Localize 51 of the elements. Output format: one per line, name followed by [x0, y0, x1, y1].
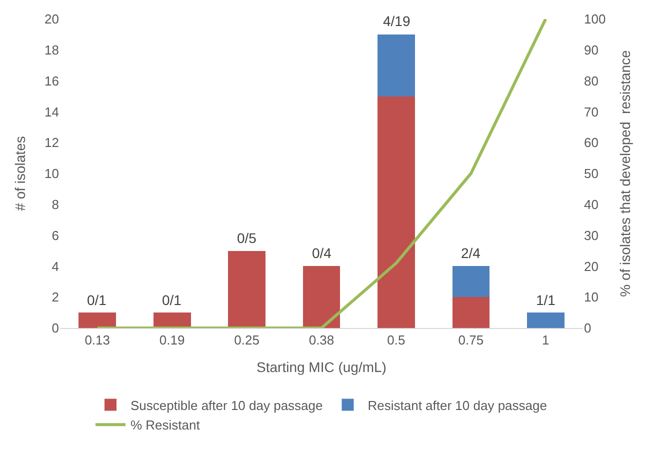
y2-tick-label: 100	[584, 12, 606, 27]
y2-tick-label: 10	[584, 290, 598, 305]
bar	[452, 297, 490, 328]
annotation: 0/1	[162, 292, 182, 308]
y-tick-label: 4	[52, 258, 59, 274]
bar	[78, 312, 116, 328]
x-tick-label: 0.75	[458, 332, 484, 348]
annotation: 0/5	[237, 230, 257, 246]
annotation: 0/4	[312, 245, 332, 261]
legend-label: Susceptible after 10 day passage	[130, 398, 323, 413]
bar	[378, 96, 415, 328]
y2-tick-label: 0	[584, 320, 592, 336]
legend-label: % Resistant	[130, 418, 200, 433]
y-tick-label: 16	[44, 73, 59, 88]
y-tick-label: 8	[52, 196, 59, 212]
y-tick-label: 20	[44, 12, 59, 27]
x-tick-label: 0.13	[84, 332, 110, 348]
y-tick-label: 12	[44, 135, 59, 150]
bar	[228, 250, 266, 328]
y2-tick-label: 30	[584, 228, 598, 243]
y-tick-label: 18	[44, 42, 59, 58]
y2-axis-title: % of isolates that developed resistance	[617, 50, 634, 297]
y-tick-label: 2	[52, 290, 59, 305]
bar	[153, 312, 191, 328]
y2-tick-label: 50	[584, 166, 598, 182]
y-axis-title: # of isolates	[12, 136, 28, 211]
annotation: 2/4	[461, 245, 481, 261]
y-tick-label: 14	[44, 104, 59, 120]
legend-label: Resistant after 10 day passage	[368, 398, 547, 413]
annotation: 4/19	[383, 13, 410, 29]
x-tick-label: 0.38	[308, 332, 334, 348]
annotation: 0/1	[87, 292, 107, 308]
bar	[526, 312, 564, 328]
bar	[302, 266, 340, 328]
annotation: 1/1	[536, 292, 556, 308]
bar	[378, 34, 415, 96]
y2-tick-label: 70	[584, 104, 598, 120]
bar	[452, 266, 490, 298]
y-tick-label: 6	[52, 228, 59, 243]
y2-tick-label: 60	[584, 135, 598, 150]
y-tick-label: 10	[44, 166, 59, 182]
x-tick-label: 0.19	[159, 332, 185, 348]
x-tick-label: 0.5	[387, 332, 406, 348]
x-axis-title: Starting MIC (ug/mL)	[256, 358, 386, 375]
y2-tick-label: 90	[584, 42, 598, 58]
x-tick-label: 1	[542, 332, 550, 348]
y2-tick-label: 80	[584, 73, 598, 88]
y2-tick-label: 20	[584, 258, 598, 274]
y2-tick-label: 40	[584, 196, 598, 212]
x-tick-label: 0.25	[234, 332, 260, 348]
y-tick-label: 0	[52, 320, 59, 336]
